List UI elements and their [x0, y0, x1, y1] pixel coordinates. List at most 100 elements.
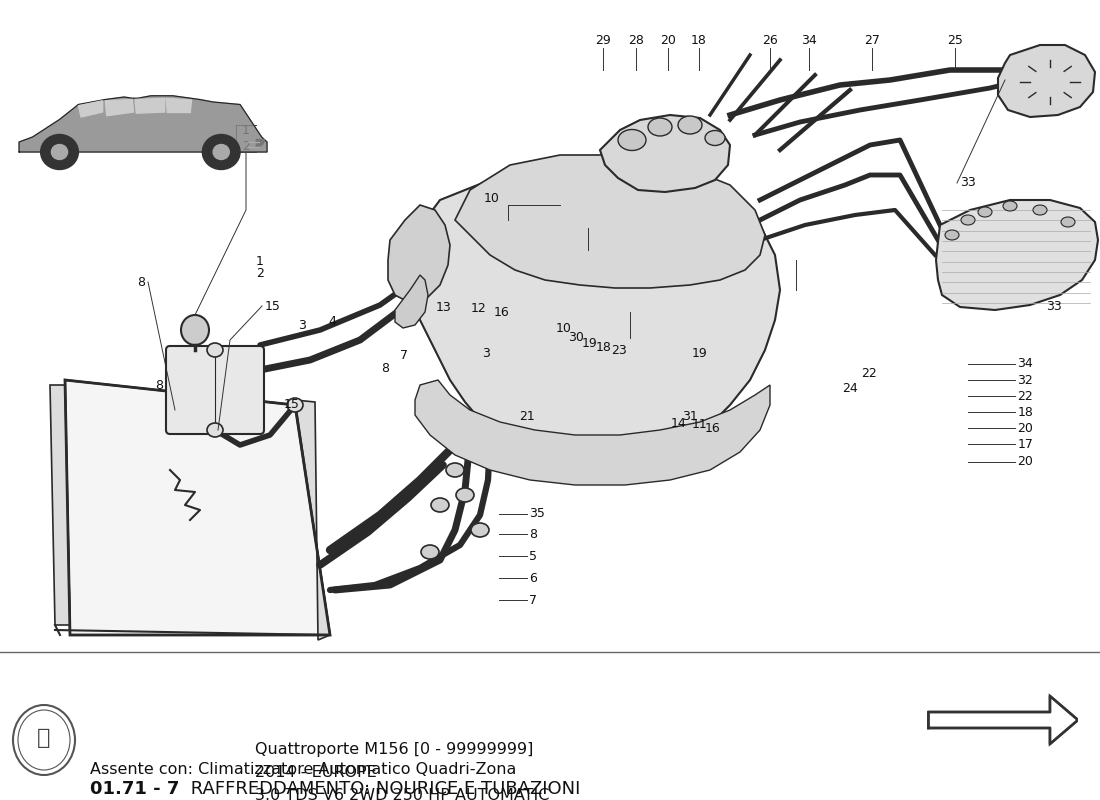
Polygon shape — [408, 165, 780, 460]
Text: 10: 10 — [484, 191, 500, 205]
Ellipse shape — [18, 710, 70, 770]
Polygon shape — [106, 99, 133, 116]
Text: 3: 3 — [298, 319, 307, 332]
Ellipse shape — [945, 230, 959, 240]
Text: 27: 27 — [865, 34, 880, 46]
Text: 22: 22 — [1018, 390, 1033, 402]
Text: 25: 25 — [947, 34, 962, 46]
Text: 35: 35 — [529, 507, 544, 520]
Text: 18: 18 — [691, 34, 706, 46]
Text: 17: 17 — [1018, 438, 1033, 450]
Polygon shape — [998, 45, 1094, 117]
Text: 33: 33 — [1046, 300, 1062, 313]
Ellipse shape — [207, 343, 223, 357]
Ellipse shape — [287, 398, 303, 412]
Text: 18: 18 — [596, 341, 612, 354]
Text: 01.71 - 7: 01.71 - 7 — [90, 780, 179, 798]
Ellipse shape — [1033, 205, 1047, 215]
Text: 22: 22 — [861, 367, 877, 380]
Ellipse shape — [13, 705, 75, 775]
Text: 19: 19 — [692, 347, 707, 360]
Polygon shape — [928, 696, 1078, 744]
Ellipse shape — [618, 130, 646, 150]
Text: 15: 15 — [265, 299, 280, 313]
Text: 8: 8 — [155, 379, 164, 392]
Circle shape — [213, 145, 229, 159]
Text: 33: 33 — [960, 177, 976, 190]
Text: 10: 10 — [556, 322, 571, 335]
Text: 15: 15 — [284, 398, 299, 411]
Ellipse shape — [705, 130, 725, 146]
Ellipse shape — [1062, 217, 1075, 227]
Ellipse shape — [1003, 201, 1018, 211]
Polygon shape — [295, 400, 330, 640]
Text: 28: 28 — [628, 34, 643, 46]
Text: 2: 2 — [255, 267, 264, 280]
Polygon shape — [19, 96, 267, 152]
Text: 34: 34 — [801, 34, 816, 46]
Polygon shape — [388, 205, 450, 302]
Text: 8: 8 — [529, 528, 537, 541]
Polygon shape — [415, 380, 770, 485]
Polygon shape — [78, 101, 102, 117]
Text: 29: 29 — [595, 34, 610, 46]
Ellipse shape — [648, 118, 672, 136]
Ellipse shape — [207, 423, 223, 437]
Polygon shape — [166, 98, 191, 113]
Text: 14: 14 — [671, 417, 686, 430]
Text: 1: 1 — [255, 255, 264, 268]
Circle shape — [202, 134, 240, 170]
Text: 3: 3 — [482, 347, 491, 360]
Ellipse shape — [456, 488, 474, 502]
Text: 26: 26 — [762, 34, 778, 46]
Polygon shape — [50, 385, 70, 625]
Ellipse shape — [678, 116, 702, 134]
Ellipse shape — [978, 207, 992, 217]
Text: 23: 23 — [612, 344, 627, 357]
Ellipse shape — [182, 315, 209, 345]
Polygon shape — [600, 115, 730, 192]
Text: Ⓜ: Ⓜ — [37, 728, 51, 748]
Circle shape — [52, 145, 67, 159]
Text: 32: 32 — [1018, 374, 1033, 386]
Text: 11: 11 — [692, 418, 707, 430]
Text: 4: 4 — [328, 315, 337, 328]
Text: 12: 12 — [471, 302, 486, 315]
Circle shape — [41, 134, 78, 170]
Text: 16: 16 — [494, 306, 509, 319]
Polygon shape — [65, 380, 330, 635]
Ellipse shape — [961, 215, 975, 225]
Text: 5: 5 — [529, 550, 537, 562]
Text: 7: 7 — [399, 350, 408, 362]
Text: 8: 8 — [381, 362, 389, 374]
Text: 6: 6 — [529, 572, 537, 585]
Text: 7: 7 — [529, 594, 537, 606]
Ellipse shape — [421, 545, 439, 559]
Text: 2: 2 — [242, 141, 250, 154]
Text: Assente con: Climatizzatore Automatico Quadri-Zona: Assente con: Climatizzatore Automatico Q… — [90, 762, 517, 777]
Text: RAFFREDDAMENTO: NOURICE E TUBAZIONI: RAFFREDDAMENTO: NOURICE E TUBAZIONI — [185, 780, 581, 798]
Text: 20: 20 — [660, 34, 675, 46]
Polygon shape — [395, 275, 428, 328]
Text: 30: 30 — [569, 331, 584, 344]
Wedge shape — [256, 139, 264, 147]
Text: 2014 - EUROPE: 2014 - EUROPE — [255, 766, 377, 781]
Text: 31: 31 — [682, 410, 697, 422]
Polygon shape — [455, 155, 764, 288]
Polygon shape — [936, 200, 1098, 310]
Text: 34: 34 — [1018, 358, 1033, 370]
Text: 8: 8 — [138, 275, 145, 289]
Ellipse shape — [446, 463, 464, 477]
FancyBboxPatch shape — [166, 346, 264, 434]
Text: Quattroporte M156 [0 - 99999999]: Quattroporte M156 [0 - 99999999] — [255, 742, 534, 758]
Ellipse shape — [431, 498, 449, 512]
Text: 18: 18 — [1018, 406, 1033, 418]
Text: 16: 16 — [705, 422, 720, 434]
Text: 3.0 TDS V6 2WD 250 HP AUTOMATIC: 3.0 TDS V6 2WD 250 HP AUTOMATIC — [255, 789, 550, 800]
Polygon shape — [135, 98, 165, 114]
Text: 24: 24 — [843, 382, 858, 395]
Text: 20: 20 — [1018, 455, 1033, 468]
Text: 13: 13 — [436, 301, 451, 314]
Text: 1: 1 — [242, 123, 250, 137]
Text: 21: 21 — [519, 410, 535, 422]
